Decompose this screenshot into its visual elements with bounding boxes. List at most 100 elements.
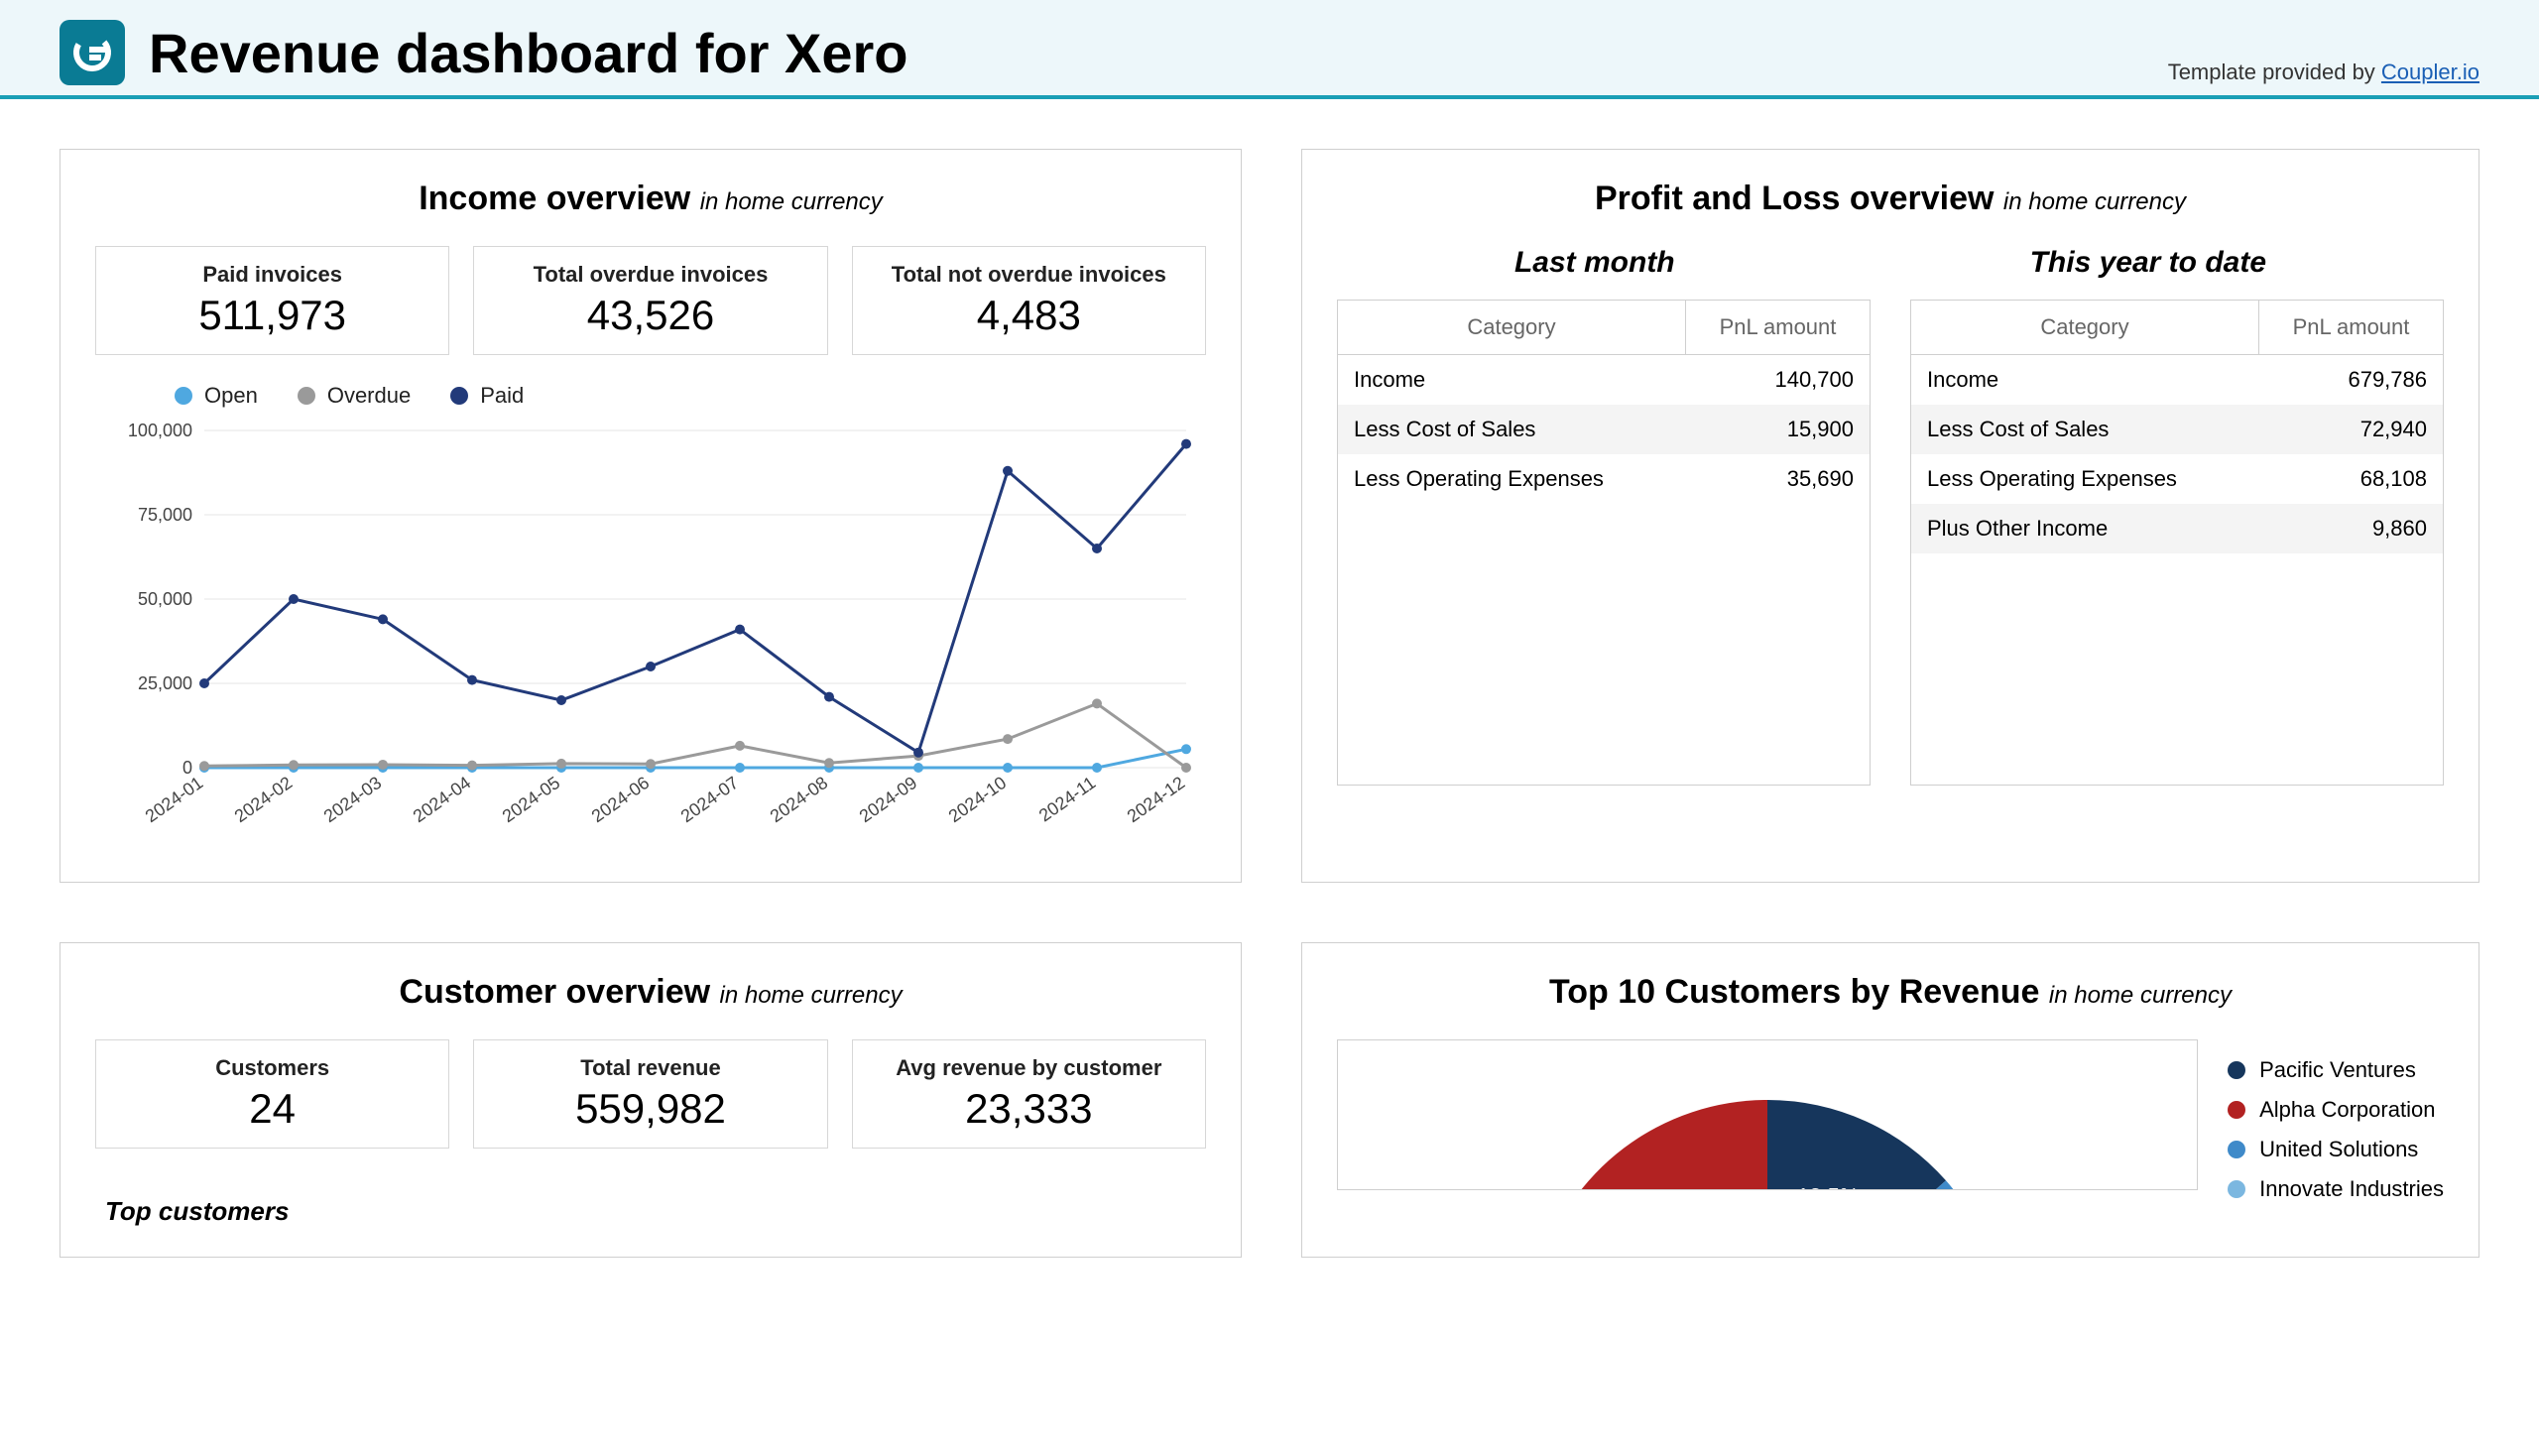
svg-text:2024-09: 2024-09	[856, 773, 921, 826]
table-cell: 140,700	[1685, 355, 1870, 406]
svg-text:2024-03: 2024-03	[320, 773, 386, 826]
legend-dot-icon	[298, 387, 315, 405]
table-row: Less Operating Expenses68,108	[1911, 454, 2443, 504]
table-cell: Less Operating Expenses	[1338, 454, 1685, 504]
pnl-col-header: PnL amount	[2258, 301, 2443, 355]
pnl-subtitle: in home currency	[2003, 188, 2186, 215]
template-provider: Template provided by Coupler.io	[2168, 60, 2479, 85]
template-provider-link[interactable]: Coupler.io	[2381, 60, 2479, 84]
customer-kpi-1: Total revenue 559,982	[473, 1039, 827, 1149]
header-banner: Revenue dashboard for Xero Template prov…	[0, 0, 2539, 99]
pnl-ytd-table: CategoryPnL amountIncome679,786Less Cost…	[1910, 300, 2444, 786]
pnl-ytd-heading: This year to date	[2030, 246, 2266, 280]
svg-text:2024-05: 2024-05	[499, 773, 564, 826]
svg-text:2024-12: 2024-12	[1124, 773, 1189, 826]
pnl-title-text: Profit and Loss overview	[1595, 180, 1994, 217]
income-legend: Open Overdue Paid	[95, 373, 1206, 421]
svg-text:25,000: 25,000	[138, 673, 192, 693]
table-cell: 679,786	[2258, 355, 2443, 406]
top10-legend-label: United Solutions	[2259, 1137, 2418, 1162]
legend-dot-icon	[2228, 1101, 2245, 1119]
top10-legend: Pacific Ventures Alpha Corporation United …	[2228, 1039, 2444, 1202]
svg-text:2024-02: 2024-02	[231, 773, 297, 826]
legend-item-overdue: Overdue	[298, 383, 411, 409]
customer-overview-panel: Customer overview in home currency Custo…	[60, 942, 1242, 1258]
income-line-chart: 025,00050,00075,000100,0002024-012024-02…	[95, 421, 1206, 847]
customer-kpi-value-1: 559,982	[575, 1085, 726, 1133]
income-kpi-value-0: 511,973	[198, 292, 346, 339]
top10-legend-item: United Solutions	[2228, 1137, 2444, 1162]
table-cell: Less Cost of Sales	[1338, 405, 1685, 454]
income-kpi-label-0: Paid invoices	[202, 262, 342, 288]
top10-subtitle: in home currency	[2049, 982, 2232, 1009]
top10-legend-item: Alpha Corporation	[2228, 1097, 2444, 1123]
svg-text:2024-08: 2024-08	[767, 773, 832, 826]
income-kpi-value-2: 4,483	[977, 292, 1081, 339]
income-kpi-0: Paid invoices 511,973	[95, 246, 449, 355]
legend-label: Open	[204, 383, 258, 409]
top10-legend-item: Pacific Ventures	[2228, 1057, 2444, 1083]
customer-title-text: Customer overview	[399, 973, 710, 1011]
table-row: Income140,700	[1338, 355, 1870, 406]
table-cell: Income	[1911, 355, 2258, 406]
svg-text:50,000: 50,000	[138, 589, 192, 609]
top10-legend-item: Innovate Industries	[2228, 1176, 2444, 1202]
income-kpi-label-1: Total overdue invoices	[534, 262, 769, 288]
legend-item-paid: Paid	[450, 383, 524, 409]
top10-title-text: Top 10 Customers by Revenue	[1549, 973, 2039, 1011]
customer-kpi-label-1: Total revenue	[580, 1055, 720, 1081]
income-subtitle: in home currency	[700, 188, 883, 215]
pnl-panel: Profit and Loss overview in home currenc…	[1301, 149, 2479, 883]
top10-legend-label: Alpha Corporation	[2259, 1097, 2435, 1123]
table-cell: Less Operating Expenses	[1911, 454, 2258, 504]
table-cell: 9,860	[2258, 504, 2443, 553]
top10-panel: Top 10 Customers by Revenue in home curr…	[1301, 942, 2479, 1258]
page-title: Revenue dashboard for Xero	[149, 21, 908, 85]
svg-text:100,000: 100,000	[128, 421, 192, 440]
logo-icon	[60, 20, 125, 85]
legend-label: Overdue	[327, 383, 411, 409]
top10-pie-chart: 13.5%20.6%	[1400, 1040, 2134, 1189]
income-title: Income overview in home currency	[95, 180, 1206, 218]
income-overview-panel: Income overview in home currency Paid in…	[60, 149, 1242, 883]
customer-kpi-0: Customers24	[95, 1039, 449, 1149]
table-row: Less Operating Expenses35,690	[1338, 454, 1870, 504]
pnl-col-header: Category	[1338, 301, 1685, 355]
pnl-last-month-table: CategoryPnL amountIncome140,700Less Cost…	[1337, 300, 1871, 786]
top10-legend-label: Innovate Industries	[2259, 1176, 2444, 1202]
pnl-last-month-heading: Last month	[1514, 246, 1675, 280]
legend-item-open: Open	[175, 383, 258, 409]
pnl-col-header: Category	[1911, 301, 2258, 355]
table-cell: Less Cost of Sales	[1911, 405, 2258, 454]
svg-text:75,000: 75,000	[138, 505, 192, 525]
svg-text:13.5%: 13.5%	[1797, 1183, 1859, 1189]
top10-title: Top 10 Customers by Revenue in home curr…	[1337, 973, 2444, 1012]
top10-legend-label: Pacific Ventures	[2259, 1057, 2416, 1083]
legend-dot-icon	[450, 387, 468, 405]
svg-text:2024-04: 2024-04	[410, 773, 475, 826]
customer-title: Customer overview in home currency	[95, 973, 1206, 1012]
income-kpi-value-1: 43,526	[587, 292, 714, 339]
pnl-col-header: PnL amount	[1685, 301, 1870, 355]
svg-text:2024-10: 2024-10	[945, 773, 1011, 826]
customer-kpi-2: Avg revenue by customer 23,333	[852, 1039, 1206, 1149]
top-customers-subheading: Top customers	[95, 1166, 1206, 1227]
customer-kpi-label-0: Customers	[215, 1055, 329, 1081]
income-title-text: Income overview	[419, 180, 690, 217]
table-cell: 15,900	[1685, 405, 1870, 454]
table-row: Less Cost of Sales15,900	[1338, 405, 1870, 454]
legend-label: Paid	[480, 383, 524, 409]
legend-dot-icon	[2228, 1141, 2245, 1158]
customer-kpi-label-2: Avg revenue by customer	[896, 1055, 1161, 1081]
template-provider-text: Template provided by	[2168, 60, 2381, 84]
table-row: Income679,786	[1911, 355, 2443, 406]
table-row: Less Cost of Sales72,940	[1911, 405, 2443, 454]
income-kpi-1: Total overdue invoices 43,526	[473, 246, 827, 355]
income-kpi-label-2: Total not overdue invoices	[892, 262, 1166, 288]
table-cell: 72,940	[2258, 405, 2443, 454]
svg-text:2024-01: 2024-01	[142, 773, 207, 826]
income-kpi-2: Total not overdue invoices 4,483	[852, 246, 1206, 355]
customer-kpi-value-2: 23,333	[965, 1085, 1092, 1133]
legend-dot-icon	[2228, 1180, 2245, 1198]
pnl-title: Profit and Loss overview in home currenc…	[1337, 180, 2444, 218]
